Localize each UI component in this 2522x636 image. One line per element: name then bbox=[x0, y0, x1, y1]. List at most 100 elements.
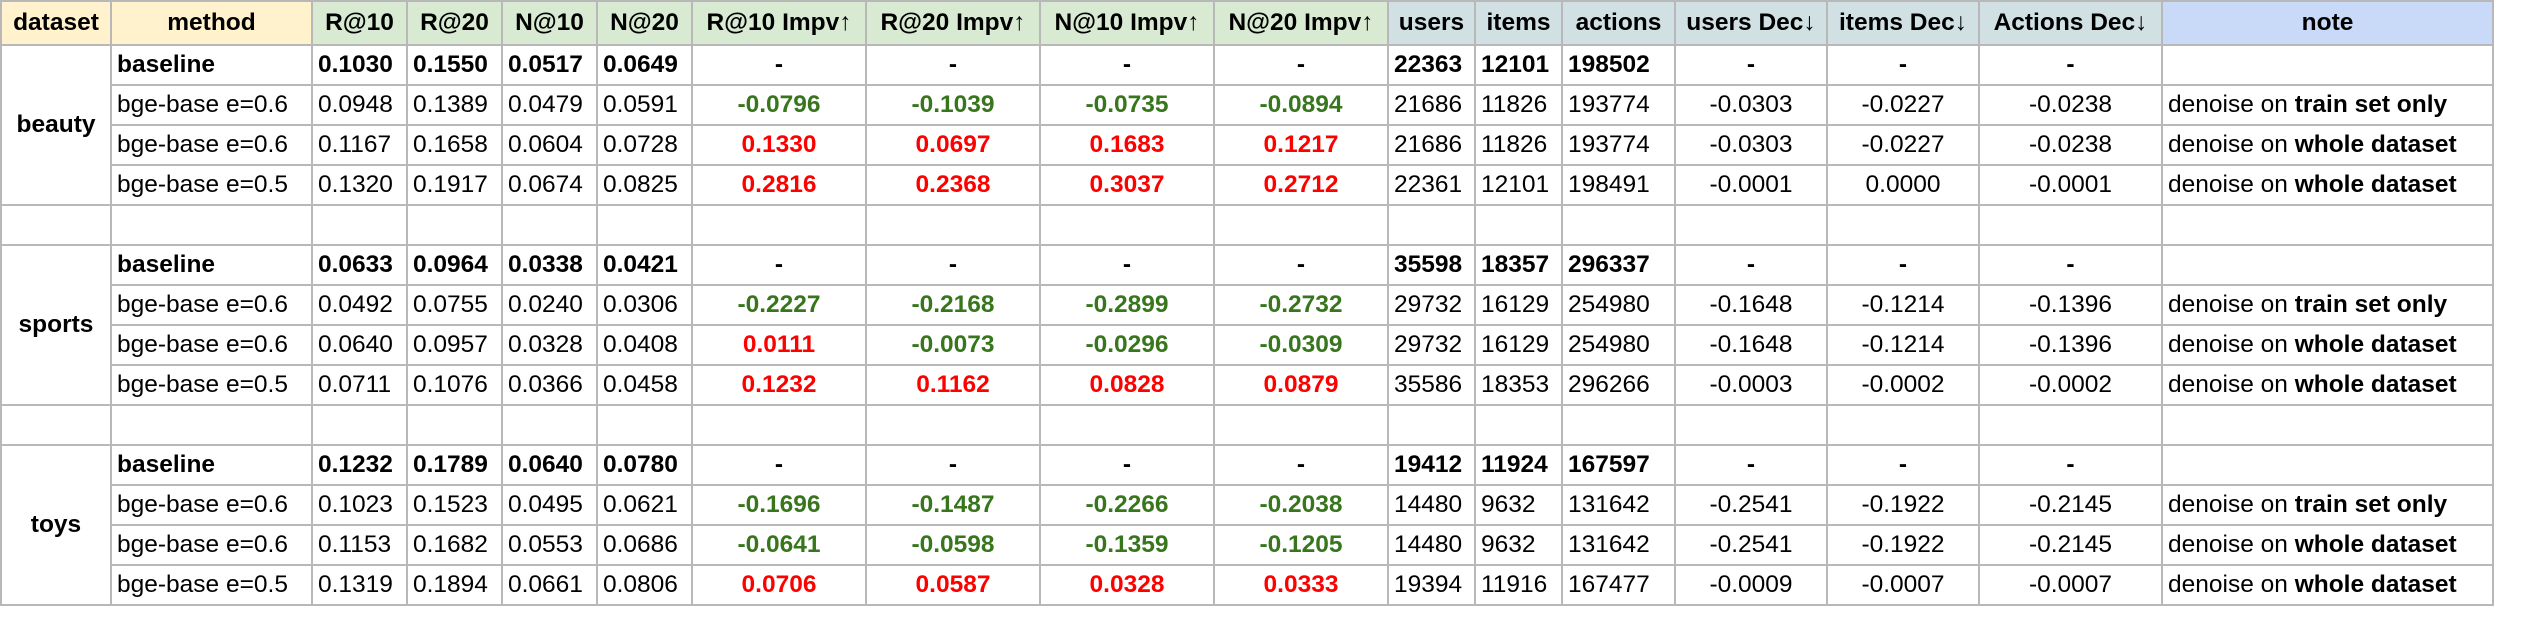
users-dec-cell: - bbox=[1674, 244, 1828, 286]
items-dec-cell: - bbox=[1826, 244, 1980, 286]
table-row: bge-base e=0.6 0.0948 0.1389 0.0479 0.0591 -0… bbox=[1, 84, 2494, 126]
header-note: note bbox=[2161, 0, 2494, 46]
items-dec-cell: -0.0227 bbox=[1826, 84, 1980, 126]
n10-cell: 0.0328 bbox=[501, 324, 598, 366]
n20-impv-cell: 0.0879 bbox=[1213, 364, 1389, 406]
n10-impv-cell: -0.2899 bbox=[1039, 284, 1215, 326]
n20-impv-cell: -0.0894 bbox=[1213, 84, 1389, 126]
method-cell: baseline bbox=[110, 44, 313, 86]
method-cell: bge-base e=0.5 bbox=[110, 164, 313, 206]
method-cell: bge-base e=0.6 bbox=[110, 84, 313, 126]
r10-cell: 0.0633 bbox=[311, 244, 408, 286]
items-cell: 12101 bbox=[1474, 44, 1563, 86]
users-cell: 14480 bbox=[1387, 524, 1476, 566]
r20-impv-cell: -0.2168 bbox=[865, 284, 1041, 326]
empty-cell bbox=[691, 404, 867, 446]
note-cell: denoise on whole dataset bbox=[2161, 364, 2494, 406]
n20-impv-cell: 0.1217 bbox=[1213, 124, 1389, 166]
items-cell: 11916 bbox=[1474, 564, 1563, 606]
r10-cell: 0.1320 bbox=[311, 164, 408, 206]
actions-dec-cell: -0.0007 bbox=[1978, 564, 2163, 606]
note-prefix: denoise on bbox=[2168, 331, 2295, 358]
actions-cell: 296337 bbox=[1561, 244, 1676, 286]
note-prefix: denoise on bbox=[2168, 131, 2295, 158]
r10-cell: 0.1232 bbox=[311, 444, 408, 486]
actions-cell: 167477 bbox=[1561, 564, 1676, 606]
empty-cell bbox=[0, 404, 112, 446]
n20-cell: 0.0825 bbox=[596, 164, 693, 206]
r20-impv-cell: 0.1162 bbox=[865, 364, 1041, 406]
empty-cell bbox=[1387, 404, 1476, 446]
note-cell: denoise on whole dataset bbox=[2161, 124, 2494, 166]
r20-impv-cell: - bbox=[865, 444, 1041, 486]
method-cell: bge-base e=0.5 bbox=[110, 364, 313, 406]
r20-cell: 0.0957 bbox=[406, 324, 503, 366]
header-r10: R@10 bbox=[311, 0, 408, 46]
empty-cell bbox=[1561, 204, 1676, 246]
actions-dec-cell: -0.2145 bbox=[1978, 484, 2163, 526]
users-cell: 21686 bbox=[1387, 84, 1476, 126]
users-cell: 29732 bbox=[1387, 324, 1476, 366]
r20-cell: 0.1682 bbox=[406, 524, 503, 566]
spacer-row bbox=[0, 404, 2494, 446]
note-cell: denoise on train set only bbox=[2161, 284, 2494, 326]
dataset-cell: beauty bbox=[0, 44, 112, 206]
note-cell: denoise on train set only bbox=[2161, 84, 2494, 126]
n20-cell: 0.0408 bbox=[596, 324, 693, 366]
results-table: dataset method R@10 R@20 N@10 N@20 R@10 … bbox=[0, 0, 2494, 606]
items-dec-cell: -0.1214 bbox=[1826, 324, 1980, 366]
dataset-cell: sports bbox=[0, 244, 112, 406]
r20-cell: 0.1550 bbox=[406, 44, 503, 86]
n20-cell: 0.0306 bbox=[596, 284, 693, 326]
actions-cell: 131642 bbox=[1561, 484, 1676, 526]
method-cell: baseline bbox=[110, 244, 313, 286]
items-cell: 9632 bbox=[1474, 484, 1563, 526]
table-row: bge-base e=0.6 0.0640 0.0957 0.0328 0.0408 0.… bbox=[1, 324, 2494, 366]
table-row: toys baseline 0.1232 0.1789 0.0640 0.0780- - - -… bbox=[0, 444, 2494, 606]
empty-cell bbox=[0, 204, 112, 246]
method-cell: bge-base e=0.5 bbox=[110, 564, 313, 606]
items-cell: 9632 bbox=[1474, 524, 1563, 566]
users-cell: 35586 bbox=[1387, 364, 1476, 406]
actions-dec-cell: -0.0238 bbox=[1978, 84, 2163, 126]
r10-impv-cell: 0.0111 bbox=[691, 324, 867, 366]
n10-cell: 0.0240 bbox=[501, 284, 598, 326]
n20-cell: 0.0649 bbox=[596, 44, 693, 86]
n10-impv-cell: -0.0735 bbox=[1039, 84, 1215, 126]
n10-impv-cell: 0.1683 bbox=[1039, 124, 1215, 166]
actions-cell: 254980 bbox=[1561, 284, 1676, 326]
n10-cell: 0.0495 bbox=[501, 484, 598, 526]
items-dec-cell: -0.1922 bbox=[1826, 484, 1980, 526]
r20-cell: 0.0755 bbox=[406, 284, 503, 326]
header-n20-impv: N@20 Impv↑ bbox=[1213, 0, 1389, 46]
items-cell: 16129 bbox=[1474, 284, 1563, 326]
empty-cell bbox=[501, 404, 598, 446]
n20-impv-cell: 0.2712 bbox=[1213, 164, 1389, 206]
spacer-row bbox=[0, 204, 2494, 246]
note-prefix: denoise on bbox=[2168, 291, 2295, 318]
table-row: bge-base e=0.5 0.1320 0.1917 0.0674 0.0825 0.… bbox=[1, 164, 2494, 206]
header-actions: actions bbox=[1561, 0, 1676, 46]
empty-cell bbox=[1674, 204, 1828, 246]
empty-cell bbox=[865, 404, 1041, 446]
method-cell: baseline bbox=[110, 444, 313, 486]
n10-cell: 0.0640 bbox=[501, 444, 598, 486]
empty-cell bbox=[1213, 404, 1389, 446]
n20-cell: 0.0621 bbox=[596, 484, 693, 526]
header-dataset: dataset bbox=[0, 0, 112, 46]
n20-cell: 0.0591 bbox=[596, 84, 693, 126]
r10-cell: 0.1319 bbox=[311, 564, 408, 606]
users-dec-cell: -0.2541 bbox=[1674, 524, 1828, 566]
n20-cell: 0.0458 bbox=[596, 364, 693, 406]
note-prefix: denoise on bbox=[2168, 571, 2295, 598]
table-row: bge-base e=0.6 0.1153 0.1682 0.0553 0.0686 -0… bbox=[1, 524, 2494, 566]
r20-impv-cell: 0.0697 bbox=[865, 124, 1041, 166]
n10-cell: 0.0661 bbox=[501, 564, 598, 606]
empty-cell bbox=[2161, 204, 2494, 246]
items-dec-cell: -0.0007 bbox=[1826, 564, 1980, 606]
empty-cell bbox=[311, 404, 408, 446]
items-dec-cell: 0.0000 bbox=[1826, 164, 1980, 206]
empty-cell bbox=[2161, 404, 2494, 446]
r20-cell: 0.1389 bbox=[406, 84, 503, 126]
header-n20: N@20 bbox=[596, 0, 693, 46]
